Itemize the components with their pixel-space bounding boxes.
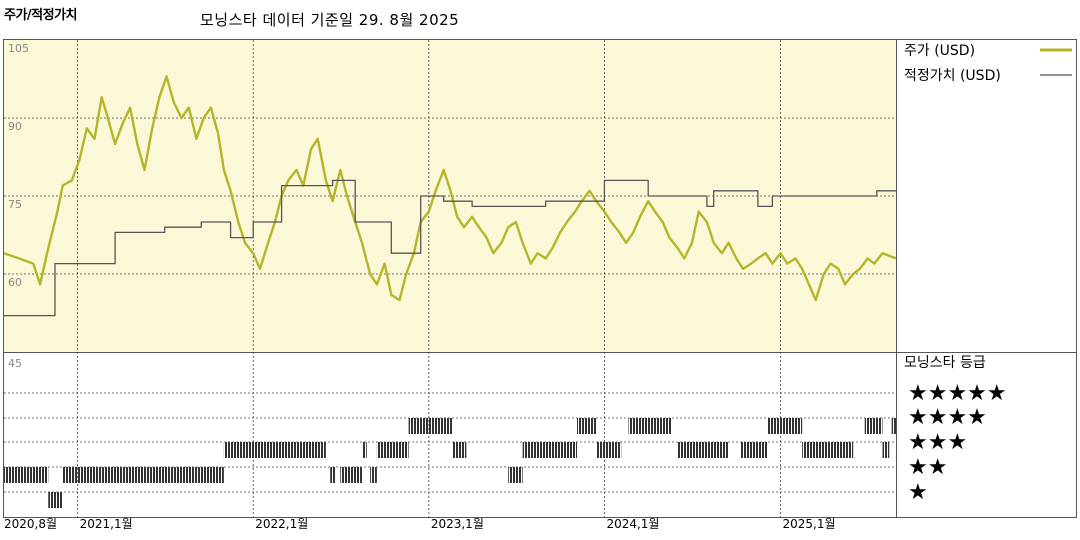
rating-segment-14 [596,442,622,458]
series-layer [3,75,897,317]
data-date-subtitle: 모닝스타 데이터 기준일 29. 8월 2025 [200,11,460,29]
x-tick-2: 2022,1월 [255,517,308,531]
rating-segment-9 [408,418,453,434]
rating-segment-2 [62,467,224,483]
y-tick-45: 45 [8,357,22,370]
x-tick-4: 2024,1월 [606,517,659,531]
x-tick-3: 2023,1월 [431,517,484,531]
legend-fair-label: 적정가치 (USD) [904,68,1001,84]
legend-star-5: ★★★★★ [908,381,1007,406]
y-tick-105: 105 [8,42,29,55]
legend-star-1: ★ [908,480,928,505]
rating-segment-16 [677,442,729,458]
rating-segment-17 [740,442,768,458]
y-tick-90: 90 [8,120,22,133]
x-tick-1: 2021,1월 [80,517,133,531]
x-tick-0: 2020,8월 [4,517,57,531]
chart-frame [3,39,1077,518]
rating-segment-12 [522,442,578,458]
y-tick-60: 60 [8,276,22,289]
y-tick-75: 75 [8,198,22,211]
rating-segment-4 [330,467,336,483]
rating-segment-6 [361,442,367,458]
rating-segment-1 [48,492,63,508]
y-tick-labels: 105 90 75 60 45 [8,42,29,370]
rating-segment-8 [376,442,409,458]
rating-segment-5 [340,467,362,483]
rating-bars [4,418,896,508]
legend-star-4: ★★★★ [908,405,987,430]
rating-segment-13 [577,418,597,434]
rating-segment-15 [628,418,672,434]
rating-segment-10 [452,442,467,458]
legend-price-label: 주가 (USD) [904,43,975,59]
legend-star-3: ★★★ [908,430,967,455]
legend-rating-title: 모닝스타 등급 [904,355,986,371]
chart-title: 주가/적정가치 [4,8,78,23]
x-tick-labels: 2020,8월 2021,1월 2022,1월 2023,1월 2024,1월 2025,… [4,517,836,531]
price-series-line [3,75,897,302]
fair-value-series-line [4,179,896,317]
rating-segment-19 [802,442,854,458]
rating-segment-11 [508,467,523,483]
legend-star-2: ★★ [908,455,947,480]
legend: 주가 (USD) 적정가치 (USD) 모닝스타 등급 ★★★★★ ★★★★ ★… [904,43,1072,505]
rating-segment-22 [891,418,896,434]
rating-segment-20 [864,418,883,434]
rating-segment-18 [767,418,803,434]
rating-segment-3 [223,442,326,458]
rating-segment-21 [882,442,890,458]
rating-segment-7 [370,467,377,483]
x-tick-5: 2025,1월 [783,517,836,531]
rating-segment-0 [4,467,49,483]
